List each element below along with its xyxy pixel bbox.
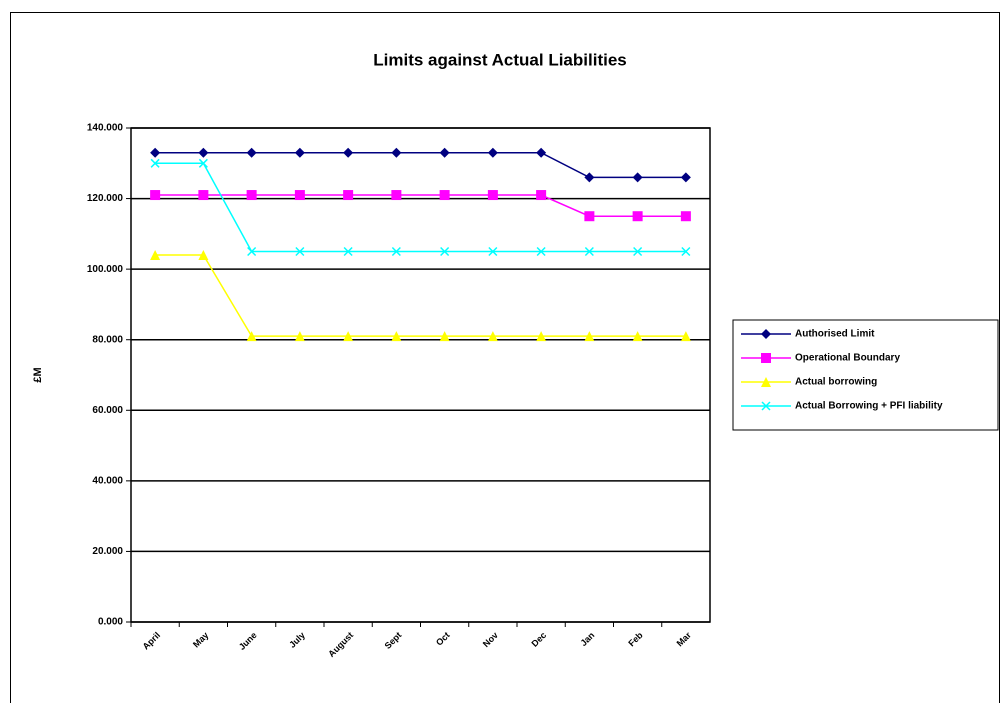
marker [295, 246, 305, 257]
marker [680, 211, 691, 222]
marker [391, 246, 401, 257]
marker [536, 246, 546, 257]
y-tick-label: 100.000 [87, 264, 124, 275]
marker [246, 190, 257, 201]
legend-label: Actual borrowing [795, 377, 877, 388]
legend-box [732, 319, 999, 431]
marker [584, 172, 595, 183]
legend-label: Actual Borrowing + PFI liability [795, 401, 943, 412]
marker [198, 190, 209, 201]
y-tick-label: 20.000 [92, 546, 123, 557]
marker [536, 331, 547, 342]
marker [198, 147, 209, 158]
marker [439, 147, 450, 158]
marker [391, 331, 402, 342]
marker [439, 331, 450, 342]
marker [681, 246, 691, 257]
marker [247, 246, 257, 257]
marker [632, 172, 643, 183]
marker [633, 246, 643, 257]
marker [391, 190, 402, 201]
marker [343, 147, 354, 158]
marker [440, 246, 450, 257]
marker [487, 331, 498, 342]
marker [761, 377, 771, 387]
marker [680, 331, 691, 342]
marker [198, 158, 208, 168]
legend-label: Operational Boundary [795, 353, 900, 364]
marker [150, 158, 160, 168]
marker [150, 190, 161, 201]
marker [150, 147, 161, 158]
marker [391, 147, 402, 158]
y-tick-label: 140.000 [87, 123, 124, 134]
legend-label: Authorised Limit [795, 329, 875, 340]
marker [680, 172, 691, 183]
plot-area [130, 127, 711, 623]
marker [294, 331, 305, 342]
y-axis-label: £M [32, 367, 44, 382]
series-line [155, 162, 686, 253]
y-tick-label: 40.000 [92, 475, 123, 486]
series-line [155, 254, 686, 337]
series-line [155, 151, 686, 179]
marker [487, 147, 498, 158]
marker [536, 147, 547, 158]
marker [632, 331, 643, 342]
marker [584, 246, 594, 257]
marker [439, 190, 450, 201]
marker [761, 353, 771, 363]
marker [761, 329, 771, 339]
marker [761, 401, 771, 411]
y-tick-label: 0.000 [98, 617, 123, 628]
marker [246, 331, 257, 342]
marker [488, 246, 498, 257]
marker [487, 190, 498, 201]
marker [632, 211, 643, 222]
marker [343, 190, 354, 201]
y-tick-label: 60.000 [92, 405, 123, 416]
marker [150, 250, 161, 261]
marker [198, 250, 209, 261]
marker [584, 331, 595, 342]
marker [343, 331, 354, 342]
y-tick-label: 80.000 [92, 334, 123, 345]
marker [294, 190, 305, 201]
chart-title: Limits against Actual Liabilities [373, 50, 626, 69]
marker [294, 147, 305, 158]
y-tick-label: 120.000 [87, 193, 124, 204]
marker [584, 211, 595, 222]
marker [343, 246, 353, 257]
series-line [155, 194, 686, 217]
marker [536, 190, 547, 201]
marker [246, 147, 257, 158]
